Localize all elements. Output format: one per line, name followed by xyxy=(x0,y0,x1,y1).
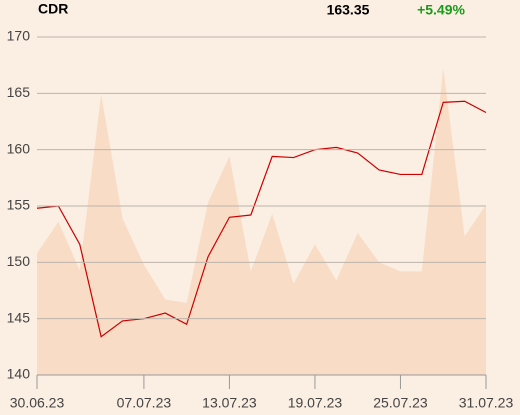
y-tick-label: 170 xyxy=(7,28,31,44)
x-tick-label: 25.07.23 xyxy=(373,395,428,411)
y-tick-label: 155 xyxy=(7,197,31,213)
y-tick-label: 140 xyxy=(7,366,31,382)
x-tick-label: 13.07.23 xyxy=(202,395,257,411)
change: +5.49% xyxy=(417,2,465,18)
volume-area xyxy=(37,68,486,376)
y-tick-label: 150 xyxy=(7,253,31,269)
price-line xyxy=(36,100,487,338)
price: 163.35 xyxy=(327,2,370,18)
x-tick-label: 07.07.23 xyxy=(117,395,172,411)
plot xyxy=(36,68,487,376)
y-tick-label: 145 xyxy=(7,309,31,325)
x-tick-label: 19.07.23 xyxy=(288,395,343,411)
x-tick-label: 30.06.23 xyxy=(10,395,65,411)
x-tick-label: 31.07.23 xyxy=(459,395,514,411)
y-tick-label: 165 xyxy=(7,84,31,100)
y-tick-label: 160 xyxy=(7,140,31,156)
symbol: CDR xyxy=(38,1,68,17)
